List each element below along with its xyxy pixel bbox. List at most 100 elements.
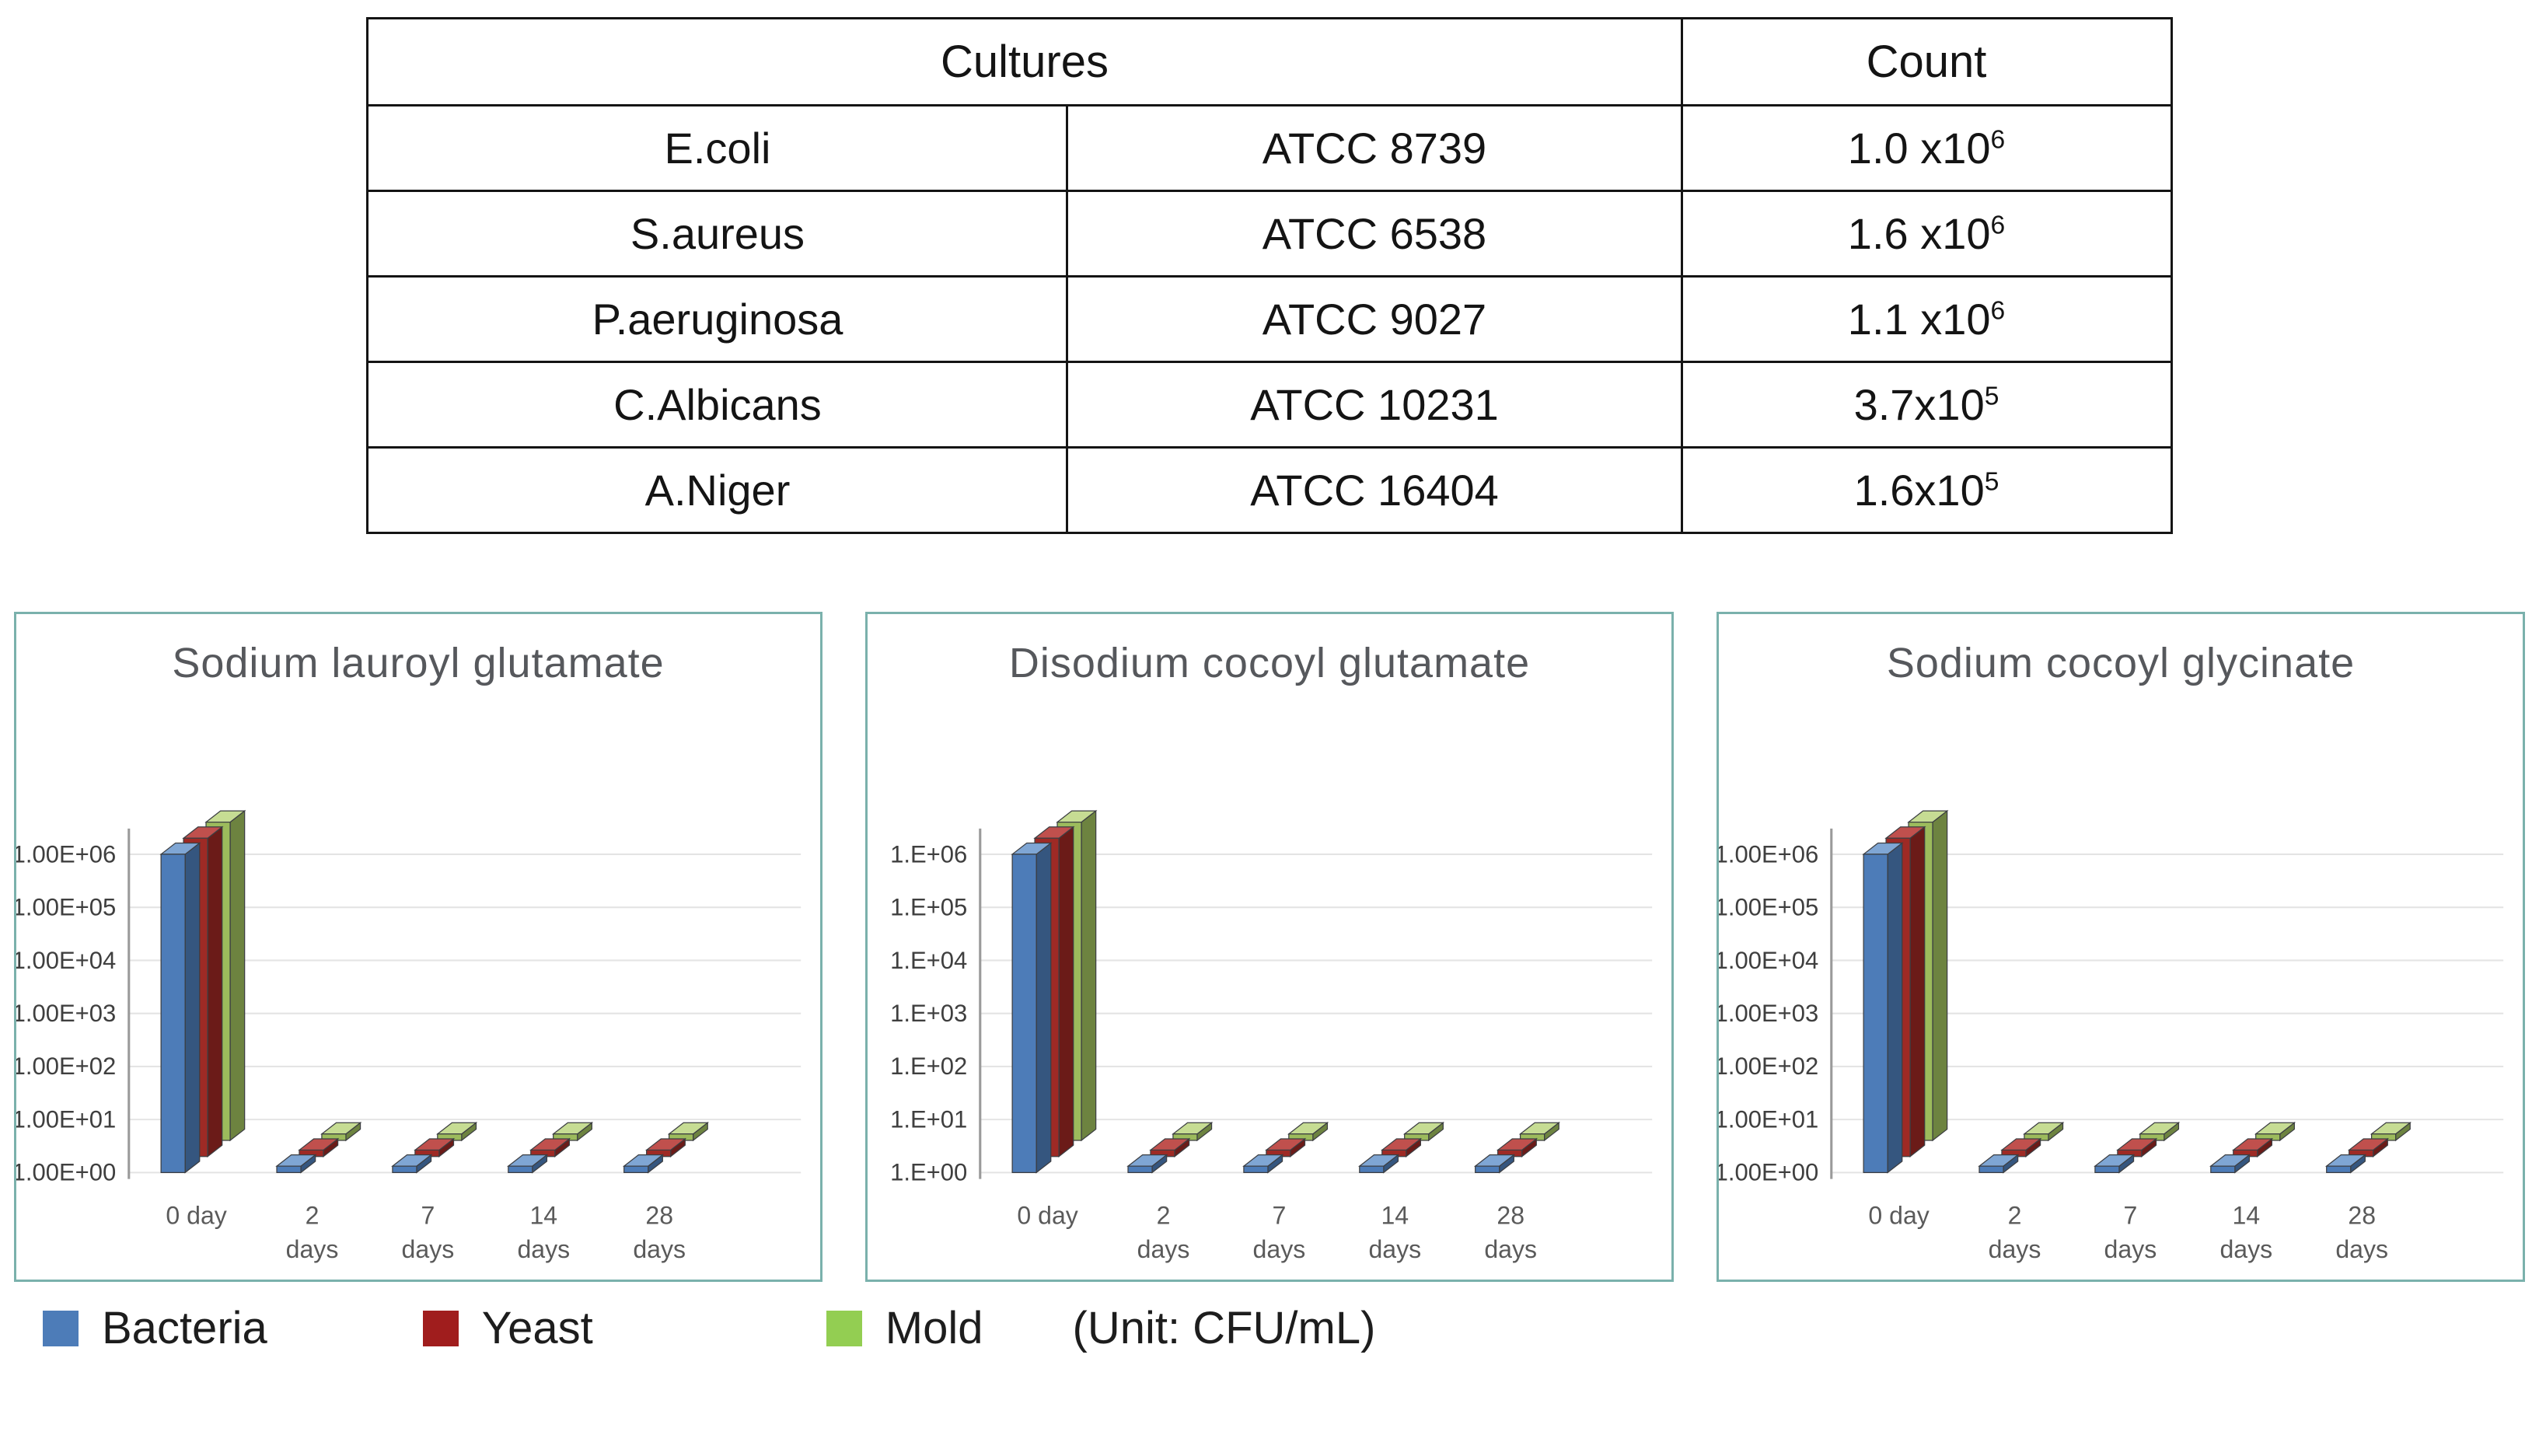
culture-atcc: ATCC 6538: [1066, 190, 1683, 278]
svg-text:14: 14: [2232, 1202, 2260, 1230]
svg-text:1.E+05: 1.E+05: [890, 894, 967, 921]
svg-text:1.E+01: 1.E+01: [890, 1105, 967, 1133]
column-header-count: Count: [1680, 17, 2173, 106]
svg-text:1.00E+02: 1.00E+02: [1719, 1053, 1818, 1080]
culture-atcc: ATCC 8739: [1066, 104, 1683, 192]
culture-atcc: ATCC 16404: [1066, 446, 1683, 534]
svg-text:1.00E+04: 1.00E+04: [16, 947, 116, 974]
svg-text:0 day: 0 day: [166, 1202, 226, 1230]
svg-text:28: 28: [1497, 1202, 1524, 1230]
bacteria-swatch-icon: [43, 1310, 79, 1346]
svg-text:days: days: [2104, 1235, 2157, 1263]
bar-chart-sodium-cocoyl-glycinate: 1.00E+06 1.00E+05 1.00E+04 1.00E+03 1.00E+02…: [1719, 809, 2504, 1263]
legend: Bacteria Yeast Mold (Unit: CFU/mL): [43, 1302, 2539, 1354]
svg-text:1.00E+05: 1.00E+05: [1719, 894, 1818, 921]
mold-swatch-icon: [826, 1310, 862, 1346]
table-row: S.aureus ATCC 6538 1.6 x106: [366, 190, 2173, 278]
count-base: 1.0 x10: [1847, 124, 1991, 173]
svg-text:0 day: 0 day: [1868, 1202, 1929, 1230]
svg-text:1.E+02: 1.E+02: [890, 1053, 967, 1080]
svg-text:days: days: [517, 1235, 570, 1263]
culture-count: 1.0 x106: [1680, 104, 2173, 192]
svg-text:1.00E+05: 1.00E+05: [16, 894, 116, 921]
svg-text:1.E+06: 1.E+06: [890, 840, 967, 868]
svg-text:1.00E+02: 1.00E+02: [16, 1053, 116, 1080]
count-base: 1.6 x10: [1847, 209, 1991, 258]
culture-count: 1.1 x106: [1680, 275, 2173, 363]
chart-panel-sodium-cocoyl-glycinate: Sodium cocoyl glycinate 1.00E+06 1.00E+05…: [1717, 612, 2525, 1283]
chart-panel-disodium-cocoyl-glutamate: Disodium cocoyl glutamate 1.E+06 1.E+05 1.…: [865, 612, 1674, 1283]
svg-text:1.00E+01: 1.00E+01: [16, 1105, 116, 1133]
svg-text:1.00E+01: 1.00E+01: [1719, 1105, 1818, 1133]
culture-atcc: ATCC 9027: [1066, 275, 1683, 363]
legend-unit: (Unit: CFU/mL): [1072, 1303, 1376, 1354]
culture-name: E.coli: [366, 104, 1069, 192]
svg-text:1.E+04: 1.E+04: [890, 947, 967, 974]
svg-text:days: days: [2219, 1235, 2272, 1263]
svg-text:days: days: [1989, 1235, 2041, 1263]
svg-text:days: days: [1253, 1235, 1306, 1263]
culture-name: C.Albicans: [366, 361, 1069, 449]
count-exponent: 6: [1990, 296, 2006, 326]
svg-text:0 day: 0 day: [1017, 1202, 1077, 1230]
culture-name: A.Niger: [366, 446, 1069, 534]
table-row: A.Niger ATCC 16404 1.6x105: [366, 446, 2173, 534]
count-exponent: 6: [1990, 125, 2006, 155]
svg-text:2: 2: [306, 1202, 320, 1230]
svg-text:days: days: [633, 1235, 686, 1263]
svg-text:days: days: [402, 1235, 455, 1263]
bar-chart-disodium-cocoyl-glutamate: 1.E+06 1.E+05 1.E+04 1.E+03 1.E+02 1.E+01 1.E+…: [890, 809, 1653, 1263]
svg-text:days: days: [1484, 1235, 1537, 1263]
legend-label-bacteria: Bacteria: [102, 1303, 267, 1354]
svg-text:28: 28: [645, 1202, 673, 1230]
legend-label-yeast: Yeast: [481, 1303, 593, 1354]
culture-name: S.aureus: [366, 190, 1069, 278]
svg-text:14: 14: [1381, 1202, 1409, 1230]
column-header-cultures: Cultures: [366, 17, 1683, 106]
chart-title: Disodium cocoyl glutamate: [1008, 640, 1531, 686]
chart-title: Sodium lauroyl glutamate: [172, 640, 665, 686]
svg-text:7: 7: [1272, 1202, 1286, 1230]
svg-text:1.00E+06: 1.00E+06: [1719, 840, 1818, 868]
svg-text:days: days: [1368, 1235, 1421, 1263]
svg-text:7: 7: [421, 1202, 435, 1230]
culture-name: P.aeruginosa: [366, 275, 1069, 363]
culture-count: 1.6x105: [1680, 446, 2173, 534]
svg-text:2: 2: [2008, 1202, 2022, 1230]
culture-atcc: ATCC 10231: [1066, 361, 1683, 449]
count-base: 1.6x10: [1853, 466, 1985, 515]
svg-text:7: 7: [2123, 1202, 2137, 1230]
svg-text:1.00E+03: 1.00E+03: [1719, 1000, 1818, 1027]
svg-text:days: days: [2335, 1235, 2388, 1263]
svg-text:1.E+03: 1.E+03: [890, 1000, 967, 1027]
svg-text:days: days: [1137, 1235, 1190, 1263]
svg-text:2: 2: [1157, 1202, 1171, 1230]
legend-item-mold: Mold: [826, 1302, 983, 1354]
culture-count: 3.7x105: [1680, 361, 2173, 449]
charts-row: Sodium lauroyl glutamate 1.00E+06 1.00E+0…: [0, 612, 2539, 1283]
svg-text:14: 14: [529, 1202, 557, 1230]
svg-text:1.00E+00: 1.00E+00: [1719, 1159, 1818, 1186]
legend-item-bacteria: Bacteria: [43, 1302, 267, 1354]
bar-chart-sodium-lauroyl-glutamate: 1.00E+06 1.00E+05 1.00E+04 1.00E+03 1.00E+02…: [16, 809, 802, 1263]
count-base: 1.1 x10: [1847, 295, 1991, 344]
count-exponent: 5: [1984, 467, 1999, 497]
table-row: E.coli ATCC 8739 1.0 x106: [366, 104, 2173, 192]
svg-text:1.00E+06: 1.00E+06: [16, 840, 116, 868]
svg-text:1.E+00: 1.E+00: [890, 1159, 967, 1186]
svg-text:days: days: [286, 1235, 339, 1263]
svg-text:1.00E+00: 1.00E+00: [16, 1159, 116, 1186]
count-exponent: 6: [1990, 211, 2006, 240]
svg-text:1.00E+04: 1.00E+04: [1719, 947, 1818, 974]
table-row: P.aeruginosa ATCC 9027 1.1 x106: [366, 275, 2173, 363]
cultures-table: Cultures Count E.coli ATCC 8739 1.0 x106…: [366, 17, 2173, 534]
chart-panel-sodium-lauroyl-glutamate: Sodium lauroyl glutamate 1.00E+06 1.00E+0…: [14, 612, 822, 1283]
count-base: 3.7x10: [1853, 380, 1985, 429]
table-header-row: Cultures Count: [366, 17, 2173, 106]
svg-text:1.00E+03: 1.00E+03: [16, 1000, 116, 1027]
table-row: C.Albicans ATCC 10231 3.7x105: [366, 361, 2173, 449]
count-exponent: 5: [1984, 382, 1999, 411]
yeast-swatch-icon: [422, 1310, 459, 1346]
chart-title: Sodium cocoyl glycinate: [1886, 640, 2356, 686]
svg-text:28: 28: [2348, 1202, 2376, 1230]
